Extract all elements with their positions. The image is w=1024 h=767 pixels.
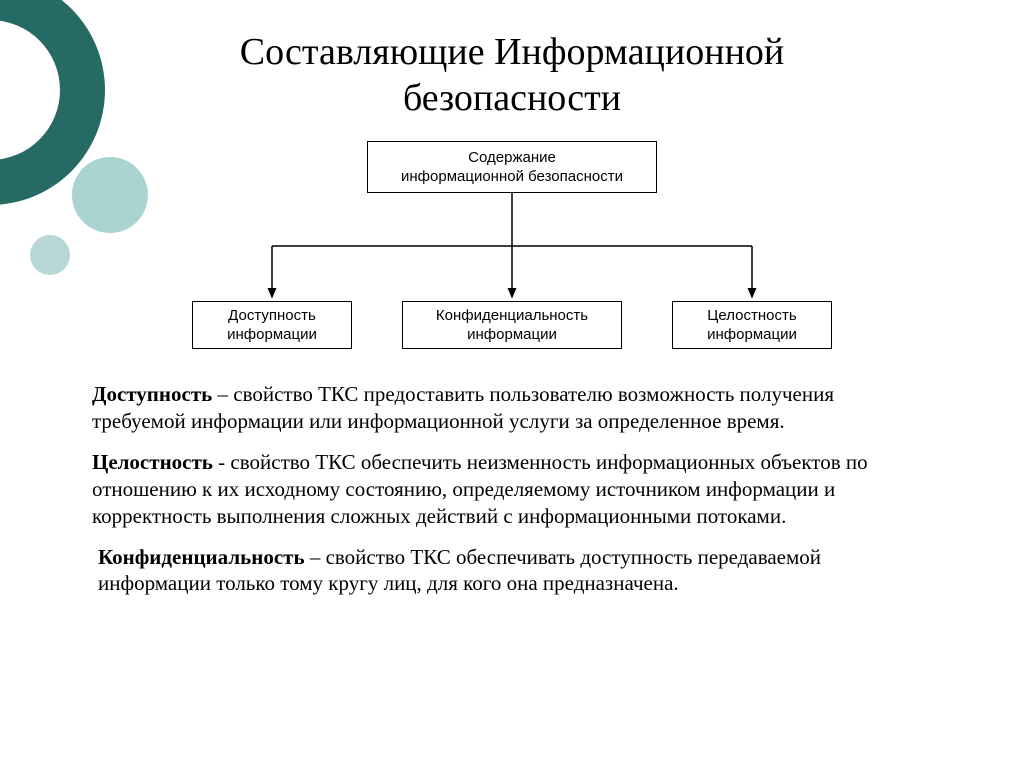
def-2-term: Конфиденциальность	[98, 545, 305, 569]
definition-1: Целостность - свойство ТКС обеспечить не…	[92, 449, 932, 530]
diagram-child-box-1: Конфиденциальность информации	[402, 301, 622, 349]
definition-0: Доступность – свойство ТКС предоставить …	[92, 381, 932, 435]
child-2-line-1: Целостность	[707, 307, 796, 324]
def-0-sep: –	[212, 382, 233, 406]
def-1-sep: -	[213, 450, 231, 474]
definitions-block: Доступность – свойство ТКС предоставить …	[52, 381, 972, 597]
slide-title: Составляющие Информационной безопасности	[0, 0, 1024, 121]
child-2-line-2: информации	[707, 326, 797, 343]
hierarchy-diagram: Содержание информационной безопасности Д…	[162, 141, 862, 361]
child-1-line-2: информации	[467, 326, 557, 343]
diagram-child-box-0: Доступность информации	[192, 301, 352, 349]
child-0-line-2: информации	[227, 326, 317, 343]
child-1-line-1: Конфиденциальность	[436, 307, 588, 324]
diagram-root-box: Содержание информационной безопасности	[367, 141, 657, 193]
child-0-line-1: Доступность	[228, 307, 316, 324]
def-2-sep: –	[305, 545, 326, 569]
diagram-child-box-2: Целостность информации	[672, 301, 832, 349]
root-line-1: Содержание	[468, 149, 556, 166]
def-0-term: Доступность	[92, 382, 212, 406]
definition-2: Конфиденциальность – свойство ТКС обеспе…	[92, 544, 932, 598]
root-line-2: информационной безопасности	[401, 168, 623, 185]
title-line-2: безопасности	[403, 77, 621, 119]
title-line-1: Составляющие Информационной	[240, 31, 785, 73]
def-1-term: Целостность	[92, 450, 213, 474]
